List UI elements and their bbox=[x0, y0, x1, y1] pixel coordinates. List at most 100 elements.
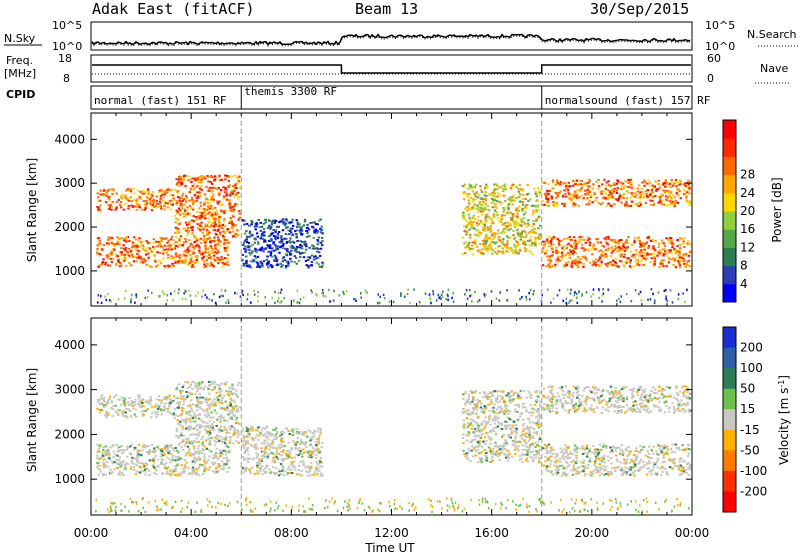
echo-cell bbox=[287, 430, 290, 432]
echo-cell bbox=[500, 215, 503, 218]
echo-cell bbox=[181, 425, 184, 428]
echo-cell bbox=[315, 232, 319, 235]
echo-cell bbox=[317, 442, 320, 445]
echo-cell bbox=[311, 225, 314, 228]
echo-cell bbox=[230, 387, 233, 390]
echo-cell bbox=[574, 181, 577, 184]
echo-cell bbox=[669, 200, 672, 202]
echo-cell bbox=[218, 221, 221, 224]
echo-cell bbox=[299, 231, 302, 234]
echo-cell bbox=[167, 187, 170, 190]
echo-cell bbox=[205, 430, 209, 433]
echo-cell bbox=[193, 414, 196, 417]
echo-cell bbox=[183, 203, 186, 206]
echo-cell bbox=[511, 183, 515, 186]
echo-cell bbox=[547, 241, 550, 244]
echo-cell bbox=[321, 474, 324, 477]
echo-cell bbox=[491, 219, 494, 222]
echo-cell bbox=[187, 437, 190, 440]
echo-cell bbox=[253, 446, 256, 449]
echo-cell bbox=[216, 258, 219, 261]
echo-cell bbox=[166, 264, 169, 267]
echo-cell bbox=[205, 416, 208, 419]
echo-cell bbox=[253, 241, 256, 244]
echo-cell bbox=[96, 252, 99, 255]
echo-cell bbox=[119, 449, 122, 451]
echo-cell bbox=[472, 186, 475, 189]
echo-cell bbox=[392, 300, 395, 304]
echo-cell bbox=[171, 262, 174, 265]
echo-cell bbox=[297, 432, 300, 435]
echo-cell bbox=[120, 193, 123, 196]
echo-cell bbox=[197, 238, 201, 241]
echo-cell bbox=[131, 246, 134, 249]
echo-cell bbox=[198, 466, 201, 469]
echo-cell bbox=[255, 266, 259, 268]
echo-cell bbox=[605, 181, 608, 184]
echo-cell bbox=[236, 395, 239, 398]
echo-cell bbox=[668, 241, 671, 244]
echo-cell bbox=[318, 470, 321, 473]
echo-cell bbox=[498, 200, 501, 203]
echo-cell bbox=[232, 226, 235, 228]
echo-cell bbox=[208, 437, 211, 440]
echo-cell bbox=[619, 181, 623, 184]
echo-cell bbox=[169, 469, 172, 472]
echo-cell bbox=[213, 402, 216, 405]
echo-cell bbox=[190, 392, 194, 395]
echo-cell bbox=[462, 215, 465, 218]
echo-cell bbox=[302, 442, 305, 445]
echo-cell bbox=[120, 237, 123, 239]
echo-cell bbox=[516, 228, 519, 231]
echo-cell bbox=[673, 196, 677, 199]
echo-cell bbox=[198, 249, 201, 252]
echo-cell bbox=[521, 230, 524, 233]
echo-cell bbox=[227, 451, 231, 454]
echo-cell bbox=[166, 447, 169, 450]
echo-cell bbox=[120, 445, 124, 447]
echo-cell bbox=[594, 199, 597, 202]
echo-cell bbox=[186, 395, 189, 398]
echo-cell bbox=[186, 232, 190, 235]
echo-cell bbox=[179, 431, 183, 434]
echo-cell bbox=[570, 265, 574, 268]
echo-cell bbox=[246, 446, 250, 449]
echo-cell bbox=[188, 245, 191, 248]
echo-cell bbox=[196, 218, 199, 221]
echo-cell bbox=[213, 293, 215, 296]
echo-cell bbox=[210, 190, 213, 193]
echo-cell bbox=[538, 224, 542, 227]
echo-cell bbox=[676, 260, 680, 263]
echo-cell bbox=[663, 250, 667, 253]
echo-cell bbox=[662, 254, 665, 257]
echo-cell bbox=[498, 299, 501, 302]
echo-cell bbox=[173, 199, 176, 202]
echo-cell bbox=[221, 234, 225, 237]
echo-cell bbox=[485, 215, 489, 218]
echo-cell bbox=[218, 232, 222, 235]
echo-cell bbox=[154, 413, 158, 416]
echo-cell bbox=[429, 296, 431, 299]
echo-cell bbox=[107, 399, 110, 402]
echo-cell bbox=[484, 221, 487, 224]
echo-cell bbox=[134, 238, 138, 241]
echo-cell bbox=[269, 264, 272, 267]
echo-cell bbox=[139, 197, 143, 200]
echo-cell bbox=[177, 260, 180, 263]
echo-cell bbox=[296, 441, 299, 444]
echo-cell bbox=[145, 247, 149, 250]
echo-cell bbox=[661, 203, 664, 206]
echo-cell bbox=[588, 199, 591, 202]
echo-cell bbox=[256, 466, 259, 469]
echo-cell bbox=[482, 239, 485, 242]
echo-cell bbox=[669, 186, 672, 189]
echo-cell bbox=[165, 249, 169, 252]
echo-cell bbox=[169, 461, 172, 464]
echo-cell bbox=[672, 194, 675, 197]
echo-cell bbox=[493, 199, 496, 202]
echo-cell bbox=[170, 257, 173, 260]
echo-cell bbox=[280, 300, 283, 303]
echo-cell bbox=[231, 405, 234, 408]
echo-cell bbox=[209, 186, 212, 189]
echo-cell bbox=[250, 251, 254, 254]
